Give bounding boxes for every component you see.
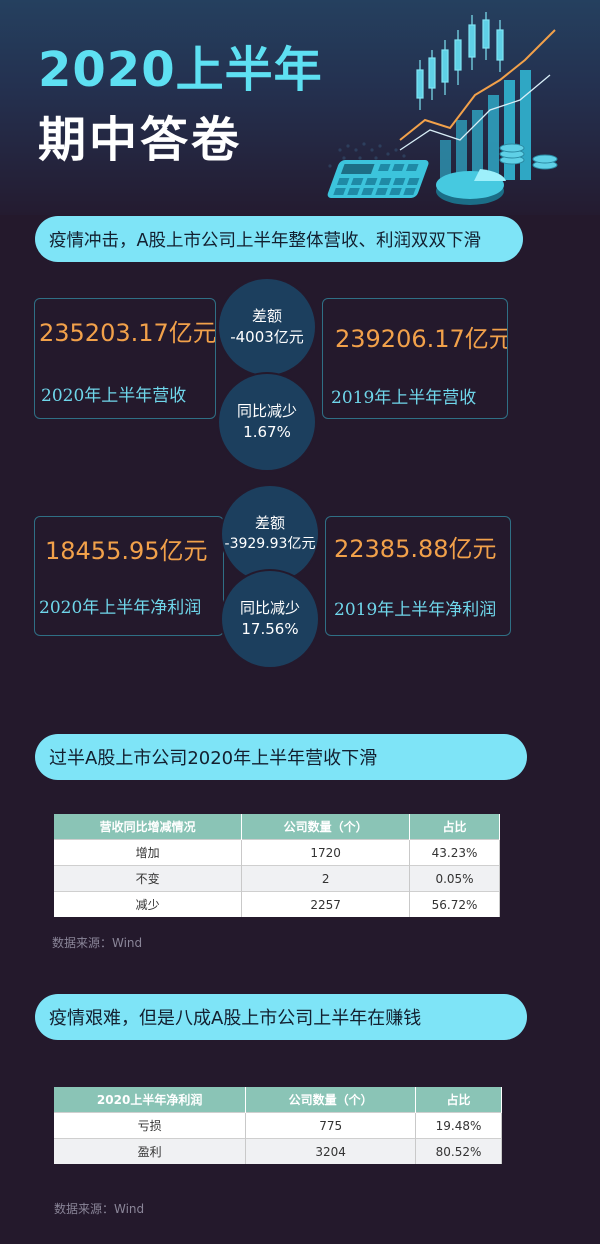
revenue-2020-amount: 235203.17亿元 (39, 319, 216, 347)
revenue-diff-value: -4003亿元 (230, 328, 304, 346)
table-header-cell: 公司数量（个） (241, 814, 411, 840)
table-cell: 56.72% (409, 891, 500, 917)
table-header-cell: 公司数量（个） (245, 1087, 417, 1113)
revenue-change-table: 营收同比增减情况 公司数量（个） 占比 增加 1720 43.23% 不变 2 … (54, 814, 500, 917)
table-cell: 亏损 (54, 1112, 247, 1139)
table-header-cell: 占比 (415, 1087, 502, 1113)
table-header-cell: 2020上半年净利润 (54, 1087, 247, 1113)
profit-2019-box: 22385.88亿元 2019年上半年净利润 (325, 516, 511, 636)
table-header-cell: 营收同比增减情况 (54, 814, 243, 840)
table-header-cell: 占比 (409, 814, 500, 840)
profit-yoy-value: 17.56% (241, 620, 299, 638)
table-row: 不变 2 0.05% (54, 865, 500, 892)
revenue-diff-circle: 差额 -4003亿元 (219, 279, 315, 375)
table-cell: 盈利 (54, 1138, 247, 1164)
table-cell: 增加 (54, 839, 243, 866)
finance-illustration (327, 12, 558, 205)
hero-banner: 2020上半年 期中答卷 (0, 0, 600, 215)
table-cell: 0.05% (409, 865, 500, 892)
table-row: 亏损 775 19.48% (54, 1112, 502, 1139)
revenue-yoy-value: 1.67% (243, 423, 291, 441)
revenue-2019-amount: 239206.17亿元 (335, 325, 508, 353)
profit-2020-label: 2020年上半年净利润 (39, 598, 202, 618)
profit-2019-label: 2019年上半年净利润 (334, 600, 497, 620)
table-cell: 19.48% (415, 1112, 502, 1139)
section3-source: 数据来源：Wind (54, 1202, 145, 1216)
table-cell: 1720 (241, 839, 411, 866)
profit-diff-circle: 差额 -3929.93亿元 (222, 486, 318, 582)
profit-2020-amount: 18455.95亿元 (45, 537, 208, 565)
revenue-2020-box: 235203.17亿元 2020年上半年营收 (34, 298, 216, 419)
revenue-yoy-title: 同比减少 (236, 402, 297, 420)
table-cell: 2 (241, 865, 411, 892)
table-cell: 80.52% (415, 1138, 502, 1164)
table-cell: 不变 (54, 865, 243, 892)
revenue-yoy-circle: 同比减少 1.67% (219, 374, 315, 470)
revenue-2019-box: 239206.17亿元 2019年上半年营收 (322, 298, 508, 419)
table-row: 盈利 3204 80.52% (54, 1138, 502, 1164)
profit-status-table: 2020上半年净利润 公司数量（个） 占比 亏损 775 19.48% 盈利 3… (54, 1087, 502, 1164)
section2-source: 数据来源：Wind (52, 936, 143, 950)
table-cell: 2257 (241, 891, 411, 917)
revenue-2019-label: 2019年上半年营收 (331, 388, 477, 408)
section3-heading-pill: 疫情艰难，但是八成A股上市公司上半年在赚钱 (35, 994, 527, 1040)
table-row: 减少 2257 56.72% (54, 891, 500, 917)
table-cell: 43.23% (409, 839, 500, 866)
table-cell: 775 (245, 1112, 417, 1139)
table-header-row: 2020上半年净利润 公司数量（个） 占比 (54, 1087, 502, 1113)
profit-2020-box: 18455.95亿元 2020年上半年净利润 (34, 516, 224, 636)
section2-heading-pill: 过半A股上市公司2020年上半年营收下滑 (35, 734, 527, 780)
revenue-2020-label: 2020年上半年营收 (41, 386, 187, 406)
title-line1: 2020上半年 (38, 42, 323, 98)
title-line2: 期中答卷 (38, 112, 243, 168)
revenue-diff-title: 差额 (251, 307, 282, 325)
profit-yoy-circle: 同比减少 17.56% (222, 571, 318, 667)
profit-yoy-title: 同比减少 (239, 599, 300, 617)
profit-diff-value: -3929.93亿元 (224, 536, 316, 552)
section1-heading-pill: 疫情冲击，A股上市公司上半年整体营收、利润双双下滑 (35, 216, 523, 262)
table-cell: 3204 (245, 1138, 417, 1164)
table-row: 增加 1720 43.23% (54, 839, 500, 866)
profit-diff-title: 差额 (254, 514, 285, 532)
table-header-row: 营收同比增减情况 公司数量（个） 占比 (54, 814, 500, 840)
table-cell: 减少 (54, 891, 243, 917)
profit-2019-amount: 22385.88亿元 (334, 535, 497, 563)
